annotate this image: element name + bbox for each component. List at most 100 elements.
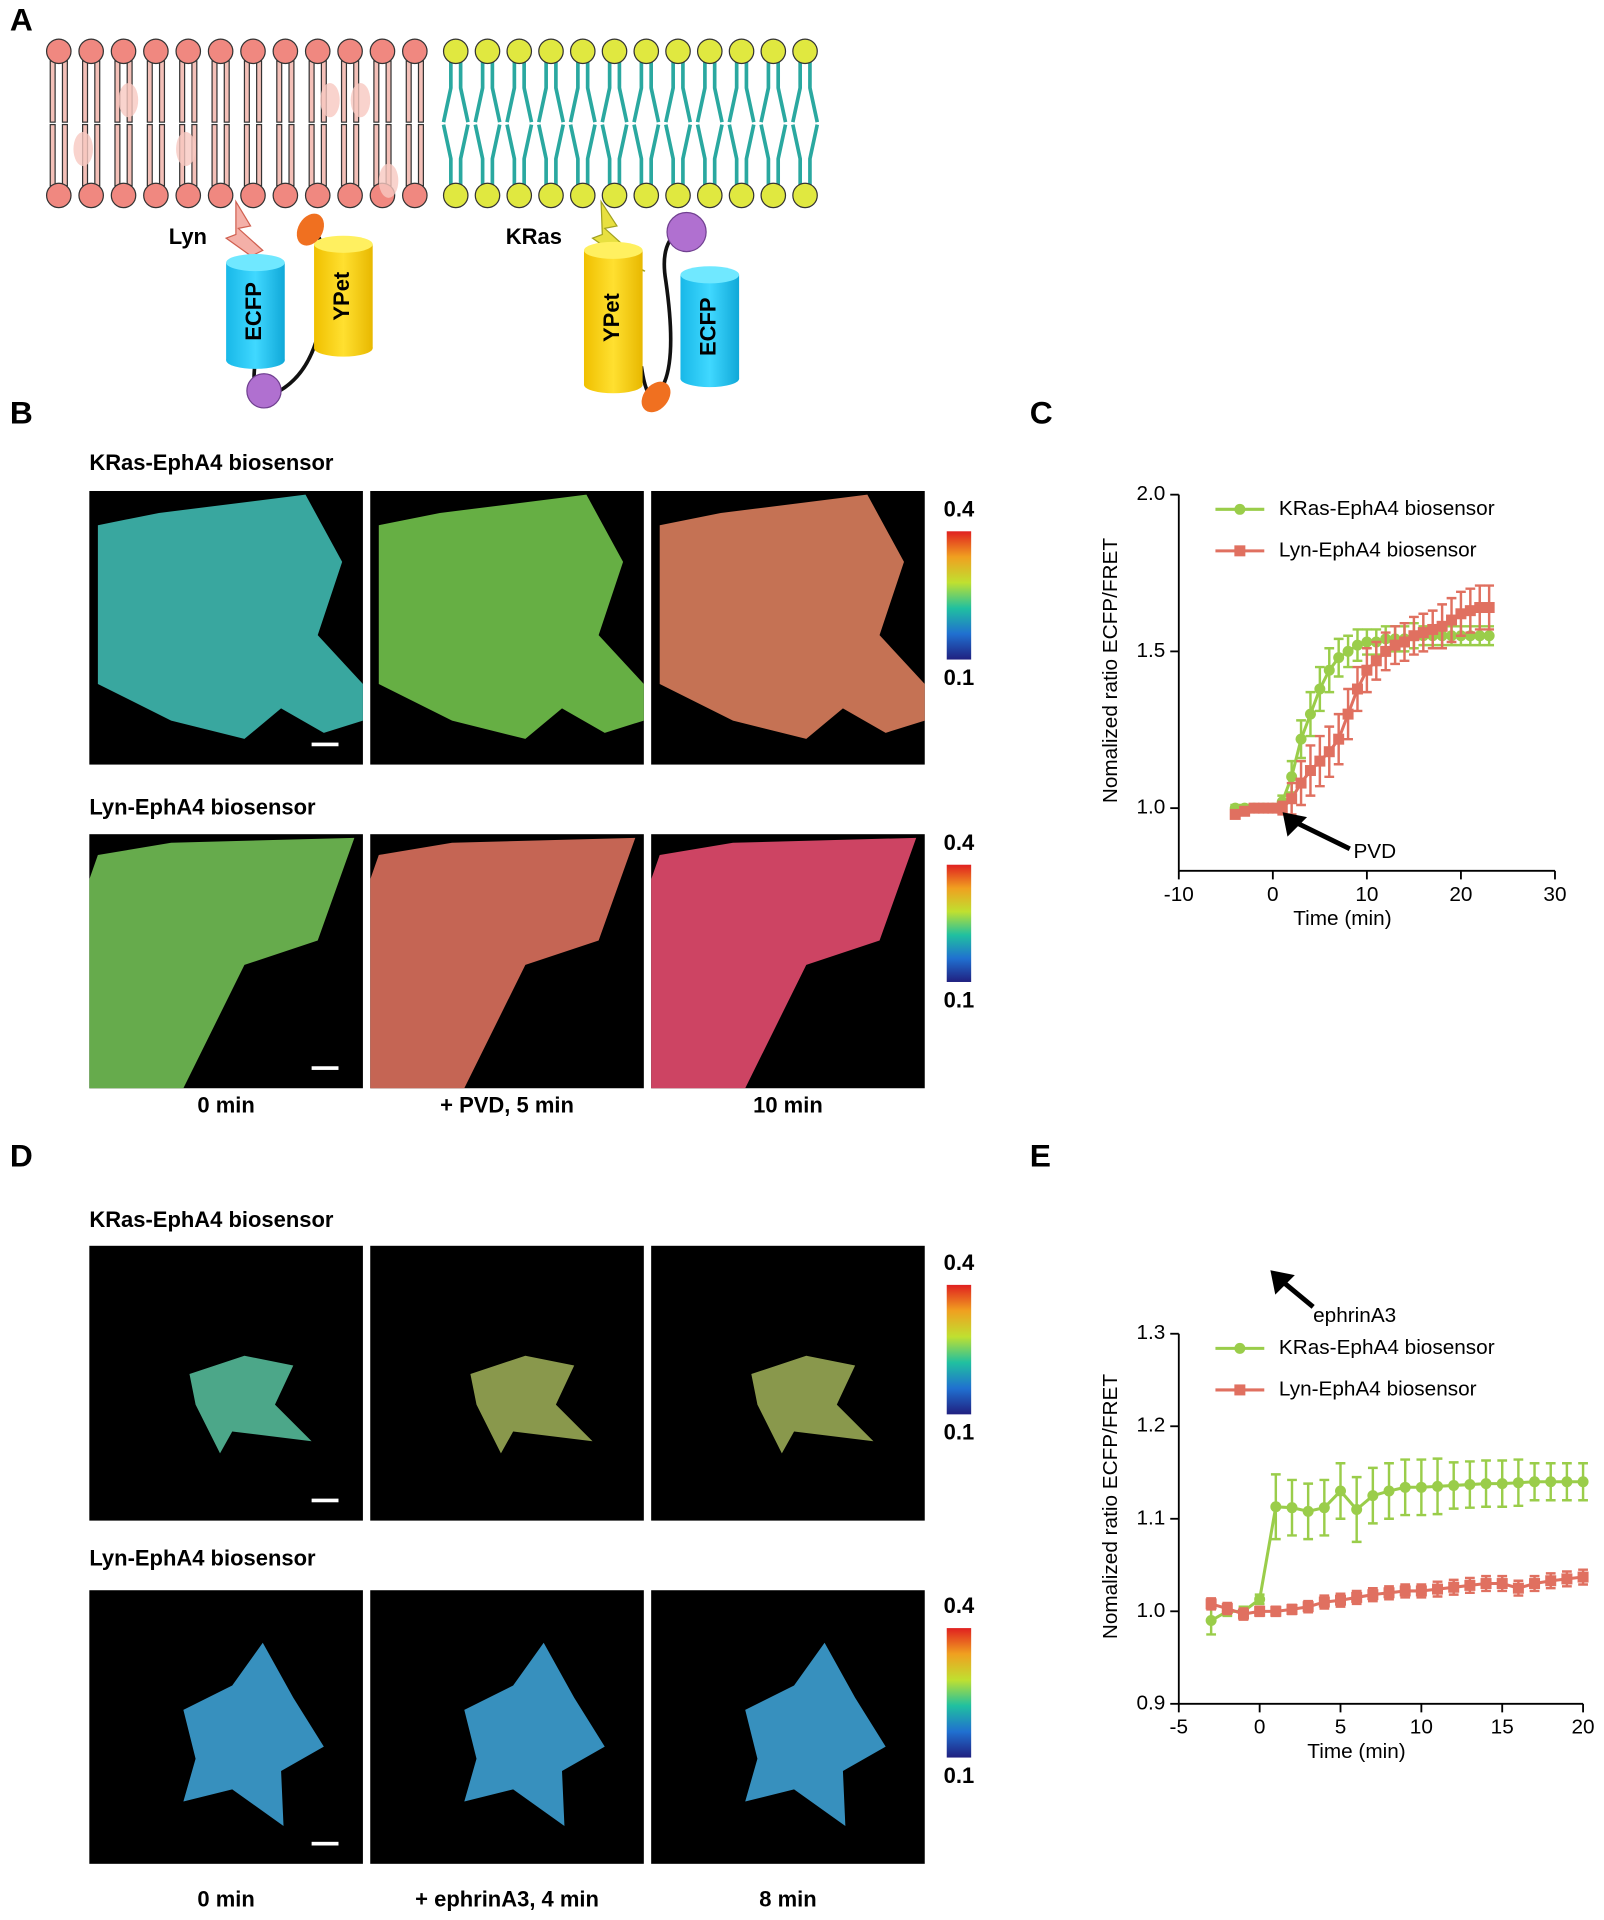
marker: [1302, 1505, 1314, 1517]
lipid-head: [760, 182, 787, 209]
lipid-head: [696, 38, 723, 65]
lipid-tail: [61, 123, 68, 187]
marker: [1432, 1583, 1444, 1595]
time-label: 0 min: [197, 1092, 254, 1117]
marker: [1229, 808, 1241, 820]
marker: [1335, 1594, 1346, 1606]
lipid-tail: [458, 61, 470, 123]
lipid-tail: [473, 61, 485, 123]
lipid-tail: [82, 60, 89, 123]
marker: [1351, 1504, 1363, 1516]
marker: [1367, 1490, 1379, 1502]
annotation-arrow: [1288, 817, 1351, 852]
lipid-head: [369, 38, 396, 65]
marker: [1432, 1480, 1444, 1492]
lipid-head: [207, 38, 234, 65]
arrow-head: [1270, 1270, 1295, 1295]
marker: [1561, 1573, 1573, 1585]
lipid-tail: [554, 124, 566, 186]
protein-bottom: [680, 370, 740, 388]
cholesterol: [320, 83, 340, 118]
lipid-tail: [791, 124, 802, 186]
lipid-tail: [417, 123, 424, 187]
marker: [1399, 1481, 1411, 1493]
lipid-tail: [211, 60, 218, 123]
lipid-head: [143, 38, 169, 65]
x-tick-label: 10: [1410, 1716, 1433, 1739]
lipid-tail: [664, 61, 675, 123]
lipid-tail: [276, 123, 283, 187]
protein-top: [680, 266, 740, 284]
cell: [745, 1642, 886, 1826]
protein-label: ECFP: [241, 282, 266, 341]
series-line: [1210, 1575, 1584, 1616]
lipid-head: [474, 182, 501, 209]
lipid-tail: [585, 124, 597, 186]
marker: [1270, 1501, 1282, 1513]
linker: [639, 230, 680, 399]
lipid-tail: [49, 123, 56, 187]
protein-label: YPet: [329, 271, 354, 321]
lipid-tail: [808, 124, 820, 186]
protein-bottom: [226, 351, 285, 369]
marker: [1351, 639, 1363, 651]
lipid-tail: [695, 124, 707, 186]
lipid-head: [665, 182, 691, 209]
lipid-head: [175, 182, 202, 209]
linker-ball: [296, 213, 324, 246]
marker: [1295, 777, 1307, 789]
annotation: PVD: [1353, 840, 1396, 863]
marker: [1367, 1589, 1379, 1601]
cell: [751, 1355, 874, 1454]
lipid-head: [569, 182, 596, 209]
lipid-tail: [744, 61, 756, 123]
lipid-head: [304, 182, 331, 209]
marker: [1323, 746, 1335, 758]
protein-body: [314, 244, 373, 349]
y-tick-label: 2.0: [1136, 482, 1165, 505]
marker: [1446, 614, 1458, 626]
marker: [1351, 1591, 1363, 1603]
cell: [378, 494, 644, 739]
marker: [1333, 652, 1345, 664]
lipid-tail: [554, 61, 566, 123]
lipid-tail: [288, 60, 295, 123]
time-label: 0 min: [197, 1886, 254, 1911]
lipid-tail: [681, 61, 693, 123]
lipid-tail: [373, 60, 380, 123]
panel-label: B: [10, 395, 33, 431]
lipid-tail: [759, 61, 771, 123]
cell: [470, 1355, 593, 1454]
lipid-tail: [568, 61, 580, 123]
lipid-head: [474, 38, 501, 65]
marker: [1408, 630, 1420, 642]
lipid-tail: [94, 60, 101, 123]
lipid-tail: [759, 124, 771, 186]
lipid-tail: [632, 124, 644, 186]
legend-label: KRas-EphA4 biosensor: [1279, 1336, 1495, 1359]
panel-label: D: [10, 1137, 33, 1173]
marker: [1267, 802, 1279, 814]
y-tick-label: 1.2: [1136, 1414, 1165, 1437]
marker: [1302, 1601, 1314, 1613]
lipid-tail: [537, 124, 548, 186]
legend-marker: [1234, 503, 1246, 515]
x-tick-label: -10: [1164, 883, 1194, 906]
lipid-tail: [276, 60, 283, 123]
cell: [183, 1642, 324, 1826]
legend-marker: [1234, 545, 1246, 557]
marker: [1351, 683, 1363, 695]
colorbar: [946, 864, 972, 982]
marker: [1496, 1478, 1508, 1490]
marker: [1480, 1578, 1492, 1590]
lipid-head: [601, 38, 628, 65]
y-tick-label: 1.3: [1136, 1321, 1165, 1344]
row-title: KRas-EphA4 biosensor: [89, 450, 334, 475]
lipid-tail: [585, 61, 597, 123]
lipid-tail: [417, 60, 424, 123]
y-tick-label: 1.1: [1136, 1506, 1165, 1529]
series-line: [1210, 1480, 1584, 1622]
marker: [1415, 1585, 1427, 1597]
lipid-tail: [223, 123, 230, 187]
lipid-head: [442, 182, 469, 209]
